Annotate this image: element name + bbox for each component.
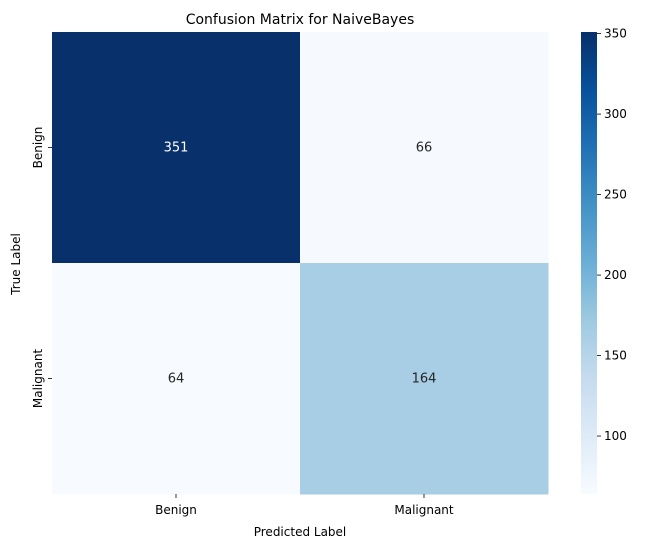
heatmap-cell <box>52 32 301 264</box>
x-tick-label: Malignant <box>394 503 454 517</box>
heatmap-cell <box>300 263 549 495</box>
colorbar <box>581 32 597 494</box>
cell-value-label: 164 <box>412 372 437 387</box>
heatmap-cells <box>52 32 549 495</box>
colorbar-tick-label: 350 <box>604 27 627 41</box>
colorbar-tick-label: 100 <box>604 429 627 443</box>
y-axis: Benign Malignant <box>31 127 52 409</box>
y-axis-label: True Label <box>9 233 23 296</box>
cell-value-label: 351 <box>164 141 189 156</box>
colorbar-tick-label: 250 <box>604 188 627 202</box>
colorbar-ticks: 100 150 200 250 300 350 <box>597 27 627 443</box>
x-tick-label: Benign <box>155 503 197 517</box>
colorbar-tick-label: 300 <box>604 107 627 121</box>
y-tick-label: Benign <box>31 127 45 169</box>
x-axis-label: Predicted Label <box>254 525 347 539</box>
cell-value-label: 64 <box>168 372 185 387</box>
colorbar-tick-label: 150 <box>604 349 627 363</box>
cell-value-label: 66 <box>416 141 433 156</box>
chart-title: Confusion Matrix for NaiveBayes <box>186 12 415 28</box>
x-axis: Benign Malignant <box>155 494 454 517</box>
colorbar-tick-label: 200 <box>604 268 627 282</box>
cell-annotations: 351 66 64 164 <box>164 141 437 387</box>
y-tick-label: Malignant <box>31 349 45 409</box>
heatmap-cell <box>300 32 549 264</box>
heatmap-cell <box>52 263 301 495</box>
